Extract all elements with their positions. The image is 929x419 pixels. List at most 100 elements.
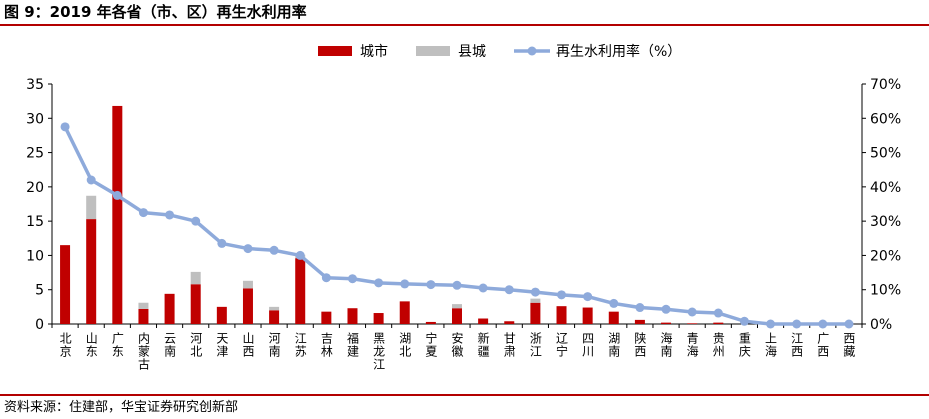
rate-point: [609, 298, 619, 308]
x-tick-label: 湖北: [398, 331, 412, 358]
y-left-tick-label: 25: [26, 146, 44, 162]
y-right-tick-label: 60%: [870, 111, 901, 127]
bar-city: [216, 306, 227, 324]
bar-city: [373, 313, 384, 324]
x-tick-label: 黑龙江: [372, 332, 386, 371]
x-tick-label: 河北: [189, 332, 203, 358]
x-tick-label: 云南: [163, 332, 177, 358]
bar-city: [347, 308, 358, 324]
legend-swatch-county: [416, 46, 450, 56]
bar-city: [60, 245, 71, 324]
figure-title: 图 9：2019 年各省（市、区）再生水利用率: [4, 3, 307, 21]
y-right-tick-label: 40%: [870, 180, 901, 196]
y-right-tick-label: 0%: [870, 317, 892, 333]
x-tick-label: 天津: [215, 332, 229, 358]
bar-city: [530, 302, 541, 324]
y-right-tick-label: 20%: [870, 248, 901, 264]
x-tick-label: 湖南: [607, 331, 621, 358]
rate-point: [191, 216, 201, 226]
y-right-tick-label: 50%: [870, 146, 901, 162]
legend-label: 城市: [360, 43, 388, 60]
x-tick-label: 四川: [581, 332, 595, 358]
bar-city: [399, 301, 410, 324]
bar-county: [530, 298, 541, 303]
rate-point: [321, 273, 331, 283]
chart: 城市 县城 再生水利用率（%） 0 5 10 15 20 25 30 35 0% 10% 20% 30% 4…: [26, 43, 901, 371]
bar-city: [634, 319, 645, 324]
bar-city: [269, 310, 280, 324]
bar-city: [452, 308, 462, 324]
rate-point: [792, 319, 802, 329]
x-tick-label: 山西: [241, 332, 255, 358]
bar-county: [242, 280, 253, 289]
x-tick-label: 甘肃: [502, 332, 516, 358]
rate-point: [165, 210, 175, 220]
bar-city: [608, 311, 619, 324]
x-tick-label: 吉林: [319, 332, 333, 358]
bar-city: [556, 306, 567, 324]
rate-point: [635, 303, 645, 313]
rate-point: [478, 283, 488, 293]
rate-point: [687, 307, 697, 317]
rate-point: [818, 319, 828, 329]
x-tick-label: 新疆: [476, 331, 490, 358]
x-tick-label: 辽宁: [555, 332, 569, 358]
rate-point: [138, 208, 148, 218]
rate-point: [86, 175, 96, 185]
bar-city: [295, 258, 306, 324]
bar-county: [269, 306, 280, 311]
x-tick-label: 安徽: [450, 331, 464, 358]
x-axis-labels: 北京 山东 广东 内蒙古 云南 河北 天津 山西 河南 江苏 吉林 福建 黑龙江 湖北 宁夏 安徽 新疆 甘肃 浙江…: [58, 331, 856, 371]
rate-point: [557, 290, 567, 300]
rate-point: [583, 292, 593, 302]
bar-city: [190, 284, 201, 324]
top-rule: [0, 24, 929, 26]
rate-point: [374, 278, 384, 288]
y-left-tick-label: 15: [26, 214, 44, 230]
x-tick-label: 浙江: [528, 332, 542, 358]
rate-point: [217, 238, 227, 248]
rate-point: [347, 274, 357, 284]
rate-point: [844, 319, 854, 329]
y-right-tick-label: 30%: [870, 214, 901, 230]
y-right-tick-label: 70%: [870, 77, 901, 93]
bar-county: [190, 271, 201, 285]
x-tick-label: 广东: [110, 332, 124, 358]
y-left-tick-label: 5: [35, 283, 44, 299]
bar-city: [86, 219, 97, 324]
y-left-tick-label: 20: [26, 180, 44, 196]
x-tick-label: 宁夏: [424, 331, 438, 358]
source-note: 资料来源：住建部，华宝证券研究创新部: [4, 400, 239, 415]
x-tick-label: 陕西: [633, 331, 647, 358]
y-left-tick-label: 30: [26, 111, 44, 127]
x-tick-label: 广西: [816, 332, 830, 358]
rate-point: [713, 308, 723, 318]
rate-point: [661, 304, 671, 314]
bottom-rule: [0, 394, 929, 396]
y-left-tick-label: 35: [26, 77, 44, 93]
bar-city: [504, 321, 515, 324]
x-tick-label: 海南: [659, 331, 673, 358]
legend: 城市 县城 再生水利用率（%）: [318, 43, 681, 60]
legend-swatch-point: [527, 46, 537, 56]
x-tick-label: 西藏: [842, 332, 856, 358]
x-tick-label: 贵州: [711, 332, 725, 358]
rate-point: [295, 250, 305, 260]
rate-point: [426, 280, 436, 290]
rate-point: [530, 287, 540, 297]
x-tick-label: 山东: [84, 332, 98, 358]
x-tick-label: 青海: [685, 332, 699, 358]
rate-point: [400, 279, 410, 289]
rate-line: [63, 126, 849, 326]
line-series: [60, 122, 854, 329]
bar-city: [138, 308, 149, 324]
rate-point: [452, 280, 462, 290]
bar-city: [321, 311, 332, 324]
bar-city: [582, 307, 593, 324]
x-tick-label: 上海: [764, 332, 778, 358]
y-left-tick-label: 10: [26, 248, 44, 264]
bar-city: [713, 322, 724, 324]
bar-city: [425, 321, 436, 324]
rate-point: [60, 122, 70, 132]
y-left-tick-label: 0: [35, 317, 44, 333]
